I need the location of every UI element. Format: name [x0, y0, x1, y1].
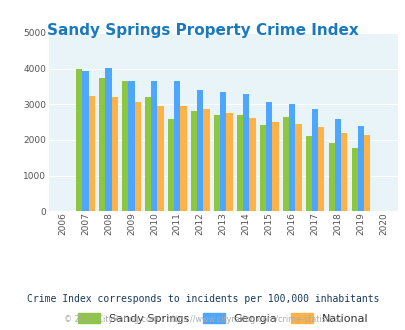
Bar: [272, 122, 278, 211]
Bar: [99, 78, 105, 211]
Text: Crime Index corresponds to incidents per 100,000 inhabitants: Crime Index corresponds to incidents per…: [27, 294, 378, 304]
Bar: [88, 96, 94, 211]
Bar: [82, 72, 88, 211]
Bar: [288, 104, 294, 211]
Bar: [334, 119, 341, 211]
Bar: [134, 102, 141, 211]
Bar: [282, 117, 288, 211]
Bar: [357, 126, 363, 211]
Text: Sandy Springs Property Crime Index: Sandy Springs Property Crime Index: [47, 23, 358, 38]
Bar: [145, 97, 151, 211]
Bar: [157, 106, 163, 211]
Bar: [266, 102, 272, 211]
Bar: [363, 135, 369, 211]
Bar: [294, 123, 301, 211]
Bar: [311, 109, 318, 211]
Bar: [249, 118, 255, 211]
Bar: [305, 136, 311, 211]
Bar: [226, 113, 232, 211]
Bar: [328, 144, 334, 211]
Bar: [203, 109, 209, 211]
Bar: [151, 82, 157, 211]
Bar: [213, 115, 220, 211]
Legend: Sandy Springs, Georgia, National: Sandy Springs, Georgia, National: [75, 310, 371, 327]
Bar: [168, 118, 174, 211]
Bar: [76, 69, 82, 211]
Bar: [191, 112, 197, 211]
Bar: [237, 115, 243, 211]
Bar: [174, 82, 180, 211]
Bar: [318, 127, 324, 211]
Bar: [122, 81, 128, 211]
Bar: [105, 68, 111, 211]
Bar: [220, 92, 226, 211]
Bar: [341, 133, 347, 211]
Text: © 2025 CityRating.com - https://www.cityrating.com/crime-statistics/: © 2025 CityRating.com - https://www.city…: [64, 315, 341, 324]
Bar: [128, 81, 134, 211]
Bar: [197, 90, 203, 211]
Bar: [180, 106, 186, 211]
Bar: [111, 97, 117, 211]
Bar: [351, 148, 357, 211]
Bar: [259, 125, 266, 211]
Bar: [243, 94, 249, 211]
